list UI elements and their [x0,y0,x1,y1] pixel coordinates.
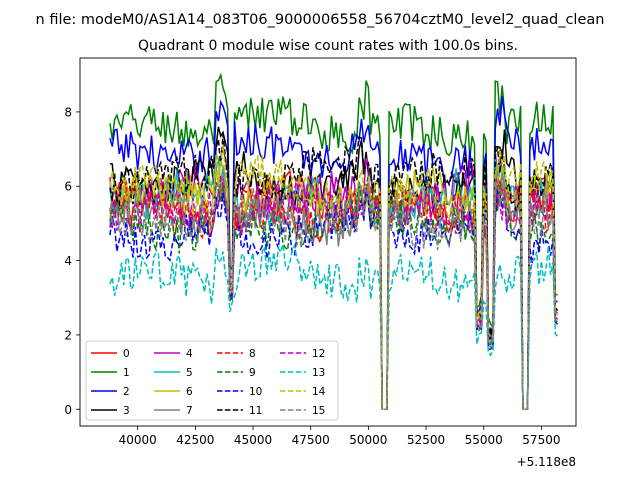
x-offset-label: +5.118e8 [517,455,576,469]
x-tick-label: 40000 [119,433,157,447]
plot-frame [79,57,577,427]
legend-label-14: 14 [312,386,326,398]
legend-label-6: 6 [186,386,193,398]
x-tick-label: 55000 [465,433,503,447]
x-tick-label: 42500 [176,433,214,447]
figure-suptitle: n file: modeM0/AS1A14_083T06_9000006558_… [36,12,605,28]
y-tick-label: 2 [64,328,72,342]
legend-label-13: 13 [312,367,325,379]
legend-label-0: 0 [123,348,130,360]
series-line-13 [109,243,559,411]
series-line-15 [109,168,559,411]
y-axis: 0 2 4 6 8 [64,105,80,417]
x-tick-label: 57500 [522,433,560,447]
y-tick-label: 0 [64,403,72,417]
legend-label-3: 3 [123,405,130,417]
legend-frame [85,340,339,421]
x-tick-label: 52500 [407,433,445,447]
legend-label-7: 7 [186,405,193,417]
legend-label-2: 2 [123,386,130,398]
x-tick-label: 45000 [234,433,272,447]
legend-label-9: 9 [249,367,256,379]
legend-label-10: 10 [249,386,262,398]
legend-label-1: 1 [123,367,130,379]
legend-label-11: 11 [249,405,262,417]
legend-label-15: 15 [312,405,325,417]
x-tick-label: 50000 [349,433,387,447]
legend-label-8: 8 [249,348,256,360]
x-axis: 40000 42500 45000 47500 50000 52500 55000 57500 [119,426,560,447]
series-line-11 [109,134,559,411]
y-tick-label: 8 [64,105,72,119]
legend-label-12: 12 [312,348,325,360]
legend-label-4: 4 [186,348,193,360]
y-tick-label: 6 [64,180,72,194]
x-tick-label: 47500 [292,433,330,447]
legend-label-5: 5 [186,367,193,379]
y-tick-label: 4 [64,254,72,268]
series-layer [109,72,559,411]
chart-title: Quadrant 0 module wise count rates with … [138,38,518,54]
